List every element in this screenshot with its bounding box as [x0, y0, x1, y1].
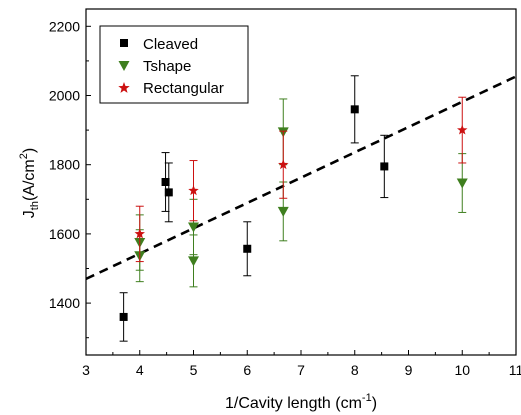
- legend-label-tshape: Tshape: [143, 58, 191, 75]
- data-point-square: [350, 105, 359, 114]
- data-point-star: [188, 185, 199, 196]
- data-point-square: [380, 162, 389, 171]
- x-tick-label: 11: [509, 362, 521, 378]
- series-layer: [119, 75, 468, 342]
- legend-marker-rectangular: [118, 82, 130, 93]
- x-tick-label: 7: [297, 362, 305, 378]
- y-tick-label: 1600: [49, 226, 80, 242]
- legend-label-cleaved: Cleaved: [143, 36, 198, 53]
- legend-marker-tshape: [118, 61, 130, 71]
- y-axis-title: Jth(A/cm2): [18, 148, 41, 218]
- data-point-star: [278, 159, 289, 170]
- x-tick-label: 6: [243, 362, 251, 378]
- data-point-triangle: [456, 178, 468, 189]
- data-point-square: [243, 244, 252, 253]
- data-point-square: [161, 178, 170, 186]
- data-point-square: [164, 188, 173, 197]
- y-tick-label: 1400: [49, 295, 80, 311]
- axis-layer: 3 4 5 6 7 8 9 10 11 1400 1600 1800 2000 2200: [49, 18, 521, 378]
- y-tick-label: 1800: [49, 157, 80, 173]
- fit-line-layer: [85, 75, 517, 281]
- data-point-star: [457, 124, 468, 135]
- legend: Cleaved Tshape Rectangular: [99, 25, 249, 104]
- data-point-square: [119, 312, 128, 321]
- x-tick-label: 3: [82, 362, 90, 378]
- series-cleaved: [119, 75, 389, 342]
- fit-line: [85, 75, 517, 281]
- x-tick-label: 10: [454, 362, 470, 378]
- y-tick-label: 2000: [49, 88, 80, 104]
- series-rectangular: [134, 96, 468, 263]
- y-tick-label: 2200: [49, 18, 80, 34]
- x-tick-label: 4: [136, 362, 144, 378]
- data-point-triangle: [188, 256, 199, 267]
- data-point-star: [134, 228, 145, 239]
- x-axis-title: 1/Cavity length (cm-1): [225, 392, 377, 412]
- series-tshape: [134, 98, 468, 288]
- data-point-triangle: [188, 222, 199, 233]
- x-tick-label: 8: [351, 362, 359, 378]
- x-tick-label: 5: [190, 362, 198, 378]
- x-tick-label: 9: [405, 362, 413, 378]
- data-point-triangle: [277, 206, 289, 217]
- legend-label-rectangular: Rectangular: [143, 80, 224, 97]
- legend-marker-cleaved: [120, 39, 128, 47]
